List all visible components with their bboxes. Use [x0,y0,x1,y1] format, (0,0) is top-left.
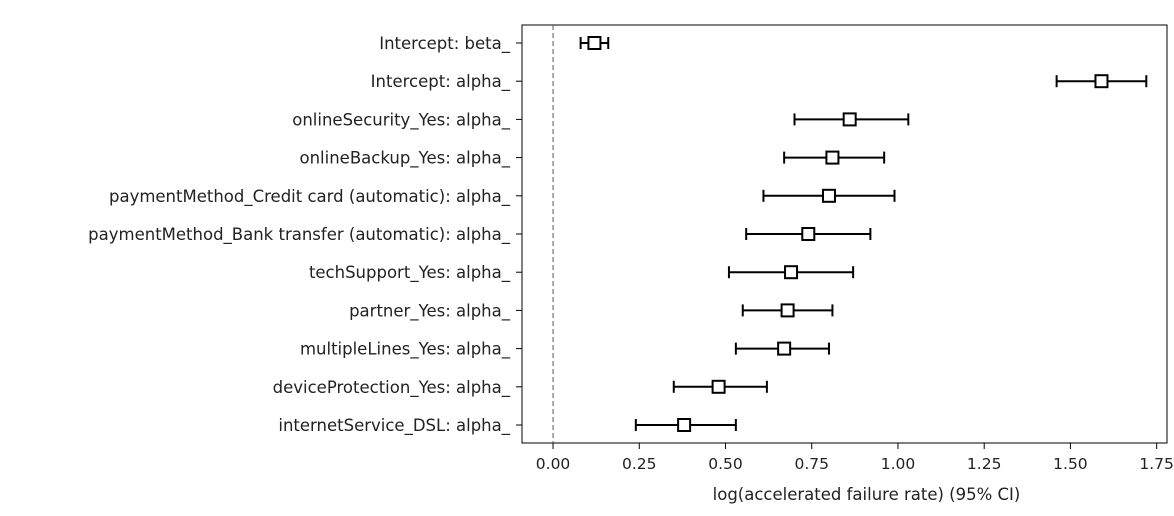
estimate-marker [777,341,792,356]
row-label: paymentMethod_Credit card (automatic): a… [109,187,511,207]
estimate-marker [784,265,799,280]
row-label: Intercept: beta_ [379,34,511,54]
x-tick-label: 1.25 [967,455,1002,473]
estimate-marker [780,303,795,318]
estimate-marker [821,188,836,203]
row-label: internetService_DSL: alpha_ [278,416,510,436]
row-label: onlineSecurity_Yes: alpha_ [292,110,511,130]
plot-area: 0.00 0.25 0.50 0.75 1.00 1.25 1.50 1.75 Intercep… [88,24,1174,473]
x-tick-label: 1.75 [1139,455,1174,473]
row-label: onlineBackup_Yes: alpha_ [300,149,511,169]
row-label: partner_Yes: alpha_ [349,301,511,321]
estimate-marker [842,112,857,127]
row-label: paymentMethod_Bank transfer (automatic):… [88,225,511,245]
x-tick-label: 0.75 [794,455,829,473]
row-label: Intercept: alpha_ [371,72,511,92]
estimate-marker [1094,74,1109,89]
x-tick-label: 0.25 [622,455,657,473]
estimate-marker [587,36,602,50]
x-tick-label: 1.50 [1053,455,1088,473]
estimate-marker [801,227,816,241]
x-tick-label: 1.00 [881,455,916,473]
estimate-marker [677,418,692,432]
row-label: deviceProtection_Yes: alpha_ [273,378,511,398]
x-tick-label: 0.50 [708,455,743,473]
row-label: techSupport_Yes: alpha_ [309,263,511,283]
estimate-marker [711,379,726,394]
row-label: multipleLines_Yes: alpha_ [300,340,511,360]
estimate-marker [825,150,840,165]
x-axis-label: log(accelerated failure rate) (95% CI) [713,485,1021,504]
x-tick-label: 0.00 [536,455,571,473]
